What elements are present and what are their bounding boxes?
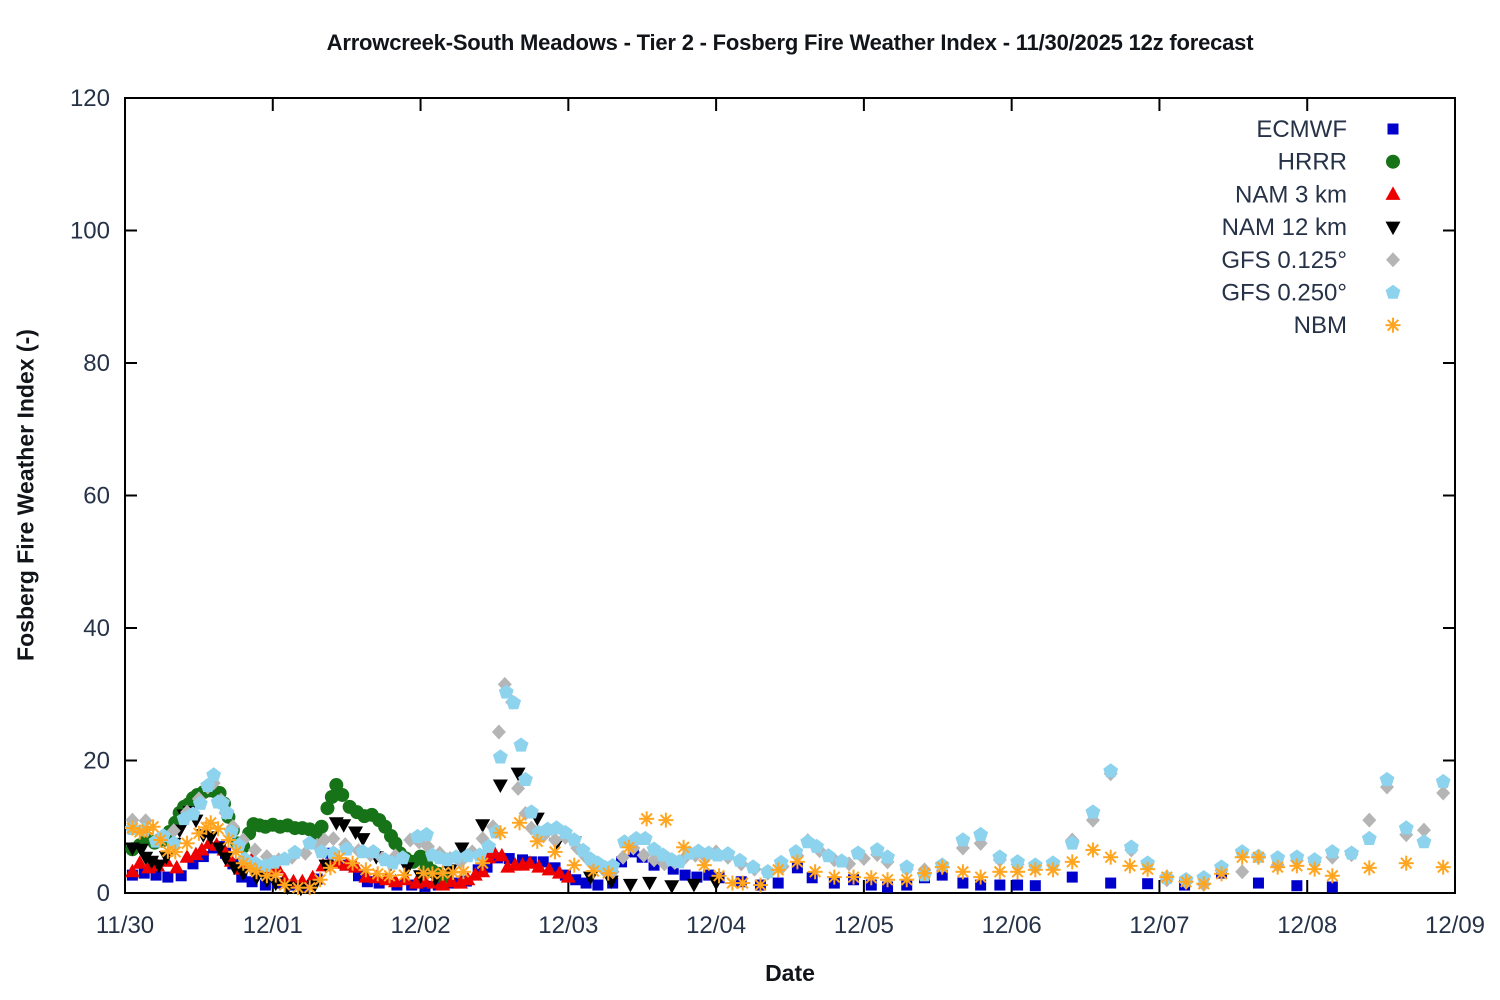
y-tick-label: 120 xyxy=(70,85,110,112)
axis-ticks: 11/30 12/01 12/02 12/03 12/04 12/05 12/06 12/07… xyxy=(70,85,1485,939)
legend-entry-nam-12-km: NAM 12 km xyxy=(1222,214,1401,241)
legend-entry-gfs-0-125: GFS 0.125° xyxy=(1221,247,1400,274)
x-tick-label: 11/30 xyxy=(96,912,154,939)
y-tick-label: 100 xyxy=(70,218,110,245)
legend: ECMWF HRRR NAM 3 km NAM 12 km GFS 0.125° GFS … xyxy=(1221,116,1401,339)
x-axis-title: Date xyxy=(765,960,815,986)
legend-entry-gfs-0-250: GFS 0.250° xyxy=(1221,280,1401,307)
y-tick-label: 60 xyxy=(83,483,110,510)
series-gfs-0-250 xyxy=(125,684,1451,887)
x-tick-label: 12/08 xyxy=(1277,912,1337,939)
x-tick-label: 12/02 xyxy=(391,912,451,939)
legend-label: GFS 0.125° xyxy=(1221,247,1347,274)
x-tick-label: 12/09 xyxy=(1425,912,1485,939)
legend-entry-hrrr: HRRR xyxy=(1278,149,1400,176)
x-tick-label: 12/04 xyxy=(686,912,746,939)
x-tick-label: 12/01 xyxy=(243,912,303,939)
legend-label: NBM xyxy=(1294,312,1347,339)
x-tick-label: 12/03 xyxy=(538,912,598,939)
x-tick-label: 12/06 xyxy=(982,912,1042,939)
legend-entry-nam-3-km: NAM 3 km xyxy=(1235,181,1401,208)
chart-title: Arrowcreek-South Meadows - Tier 2 - Fosb… xyxy=(326,30,1254,55)
y-tick-label: 20 xyxy=(83,748,110,775)
legend-entry-ecmwf: ECMWF xyxy=(1256,116,1399,143)
legend-label: ECMWF xyxy=(1256,116,1347,143)
legend-entry-nbm: NBM xyxy=(1294,312,1401,339)
legend-label: HRRR xyxy=(1278,149,1347,176)
y-tick-label: 80 xyxy=(83,350,110,377)
x-tick-label: 12/05 xyxy=(834,912,894,939)
y-tick-label: 40 xyxy=(83,615,110,642)
legend-label: NAM 3 km xyxy=(1235,181,1347,208)
y-tick-label: 0 xyxy=(97,880,110,907)
legend-label: GFS 0.250° xyxy=(1221,280,1347,307)
series-nbm xyxy=(124,811,1451,896)
x-tick-label: 12/07 xyxy=(1129,912,1189,939)
legend-label: NAM 12 km xyxy=(1222,214,1347,241)
